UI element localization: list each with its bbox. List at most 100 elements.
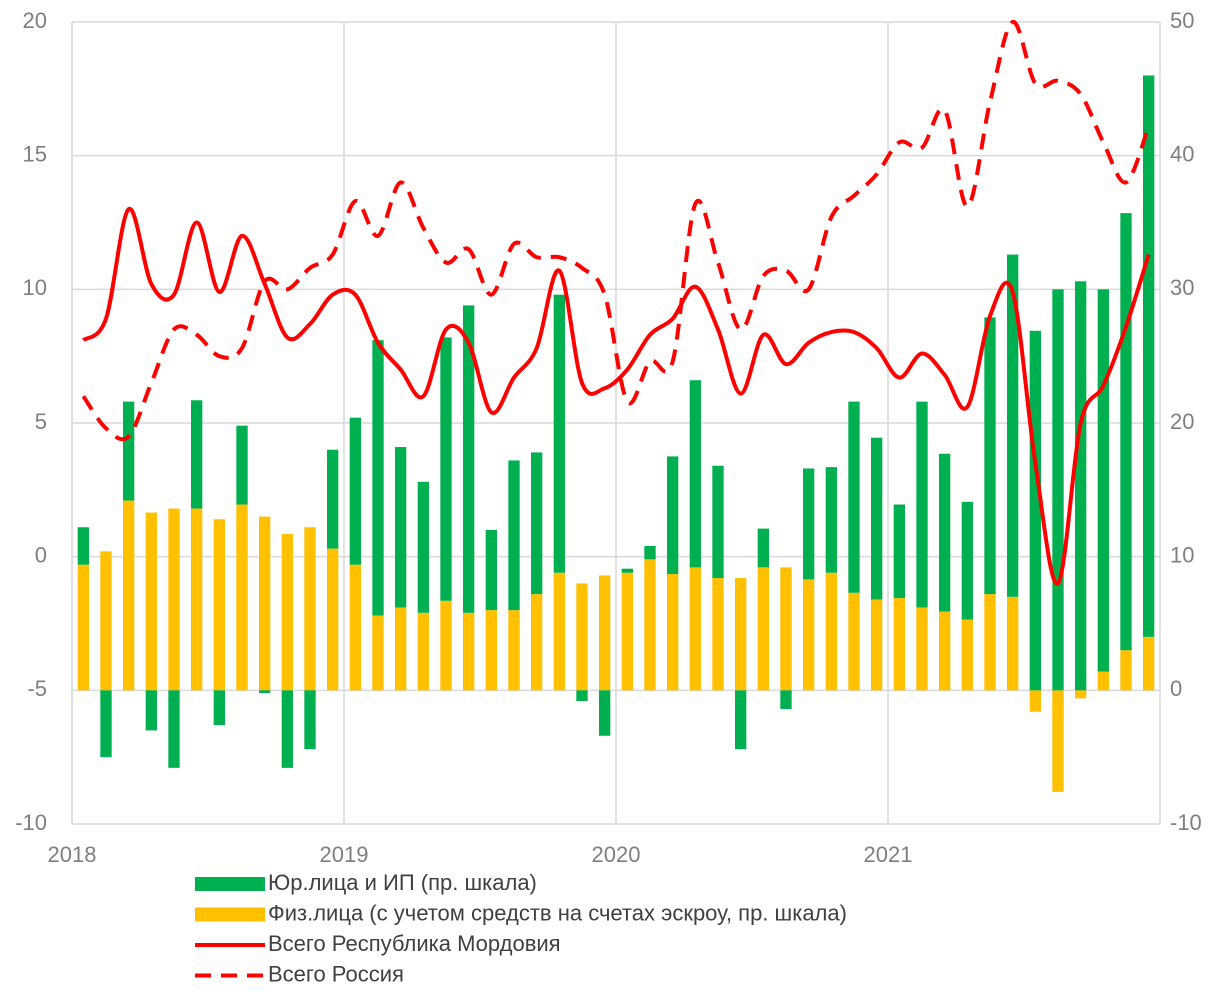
bar [213,519,225,691]
bar [553,572,565,691]
bar [1120,650,1132,691]
bar [1120,213,1132,651]
bar [463,305,475,613]
bar [599,690,611,736]
bar [77,527,89,565]
bar [1075,281,1087,691]
bar [349,564,361,691]
bar [825,572,837,691]
legend-label: Всего Россия [268,961,404,986]
bar [848,401,860,593]
bar [1007,596,1019,691]
bar [123,500,135,691]
bar [757,528,769,568]
y2-tick-label: 40 [1170,141,1194,166]
bar [644,559,656,691]
bar [735,578,747,691]
bar [485,610,497,691]
y-tick-label: 20 [23,8,47,33]
bar [145,512,157,691]
legend-label: Юр.лица и ИП (пр. шкала) [268,870,537,895]
bar [825,467,837,573]
x-tick-label: 2020 [592,842,641,867]
bar [508,610,520,691]
bar [780,567,792,691]
legend-swatch [195,907,265,922]
bar [893,598,905,691]
bar [1029,690,1041,712]
bar [689,567,701,691]
bar [417,481,429,613]
y2-tick-label: 10 [1170,542,1194,567]
bar [961,501,973,620]
bar [621,572,633,691]
bar [916,607,928,691]
legend-label: Физ.лица (с учетом средств на счетах эск… [268,900,847,925]
bar [712,578,724,691]
bar [848,592,860,691]
bar [100,690,112,758]
bar [780,690,792,710]
line [81,207,1151,586]
y2-tick-label: 20 [1170,409,1194,434]
bar [304,690,316,750]
bar [689,380,701,568]
bar [803,468,815,580]
bar [576,690,588,702]
bar [281,690,293,768]
bar [1052,289,1064,691]
bar [259,690,271,694]
bar [1143,75,1155,637]
bar [531,594,543,691]
bar [1097,671,1109,691]
x-tick-label: 2019 [320,842,369,867]
bar [213,690,225,726]
bar [735,690,747,750]
y2-tick-label: 30 [1170,275,1194,300]
bar [984,594,996,691]
y-tick-label: 0 [35,542,47,567]
bar [667,456,679,575]
bar [667,574,679,691]
bar [372,340,384,616]
bar [236,425,248,505]
bar [395,607,407,691]
y-tick-label: -10 [15,810,47,835]
bar [191,400,203,509]
bar [984,317,996,595]
y-tick-label: -5 [27,676,47,701]
bar [803,579,815,691]
bar [395,447,407,608]
bar [871,599,883,691]
bar [757,567,769,691]
y-tick-label: 5 [35,409,47,434]
bar [712,465,724,579]
bar [327,449,339,549]
bar [961,619,973,691]
bar [168,690,180,768]
bar [939,453,951,612]
bar [349,417,361,565]
bar [123,401,135,501]
bar [259,516,271,691]
bar [871,437,883,600]
bar [1007,254,1019,597]
x-tick-label: 2021 [864,842,913,867]
bar [485,529,497,611]
line [81,19,1151,442]
bar [553,294,565,573]
bar [508,460,520,611]
bar [576,583,588,691]
bar [100,551,112,691]
bar [236,504,248,691]
bar [281,533,293,691]
bar [1029,330,1041,691]
bar [621,568,633,573]
x-tick-label: 2018 [48,842,97,867]
bar [1075,690,1087,699]
bar [304,527,316,691]
bar [417,612,429,691]
bar [440,600,452,691]
bar [939,611,951,691]
y2-tick-label: -10 [1170,810,1202,835]
